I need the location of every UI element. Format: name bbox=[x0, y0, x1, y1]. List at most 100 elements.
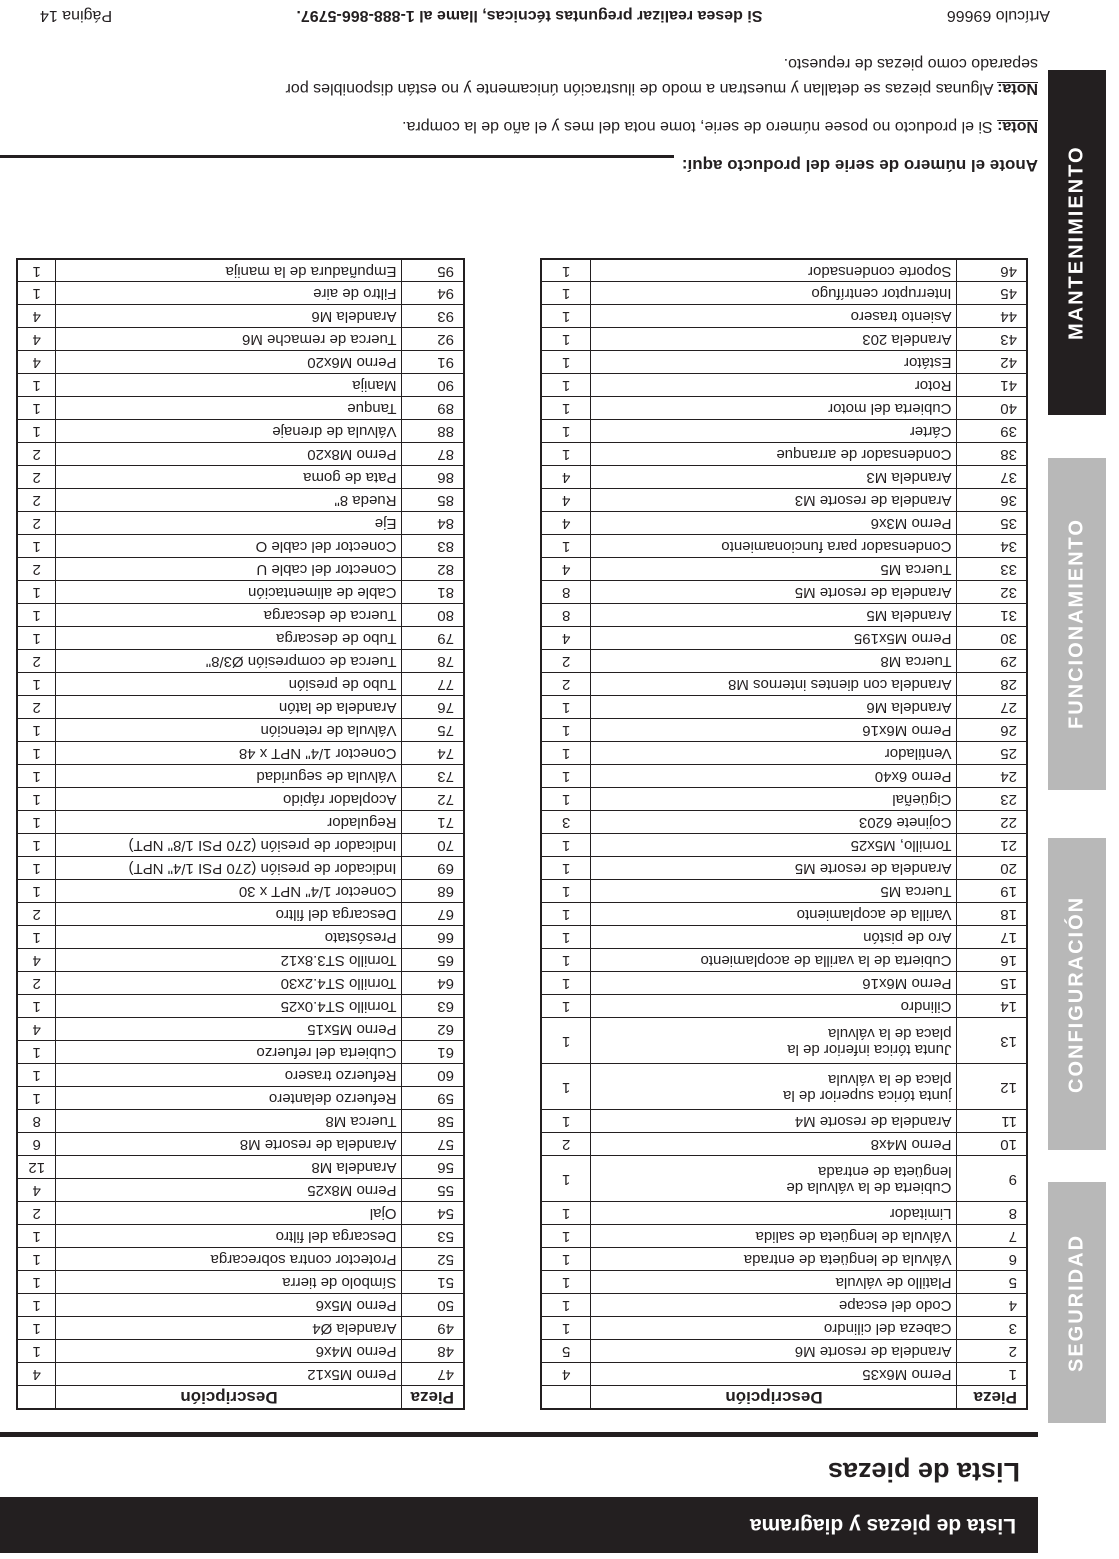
part-quantity: 1 bbox=[17, 1271, 56, 1294]
table-row: 64 Tornillo ST4.2x30 2 bbox=[17, 972, 464, 995]
part-quantity: 1 bbox=[541, 719, 591, 742]
part-quantity: 1 bbox=[17, 880, 56, 903]
part-quantity: 1 bbox=[17, 420, 56, 443]
table-row: 55 Perno M8x25 4 bbox=[17, 1179, 464, 1202]
part-number: 7 bbox=[957, 1225, 1027, 1248]
part-quantity: 1 bbox=[17, 397, 56, 420]
header-bar: Lista de piezas y diagrama bbox=[0, 1497, 1038, 1553]
part-number: 29 bbox=[957, 650, 1027, 673]
part-quantity: 1 bbox=[541, 903, 591, 926]
footer: Artículo 69666 Si desea realizar pregunt… bbox=[40, 6, 1050, 24]
table-row: 20 Arandela de resorte M5 1 bbox=[541, 857, 1027, 880]
part-number: 72 bbox=[402, 788, 464, 811]
part-number: 73 bbox=[402, 765, 464, 788]
part-description: Arandela de resorte M3 bbox=[591, 489, 957, 512]
part-quantity: 1 bbox=[541, 282, 591, 305]
part-number: 46 bbox=[957, 259, 1027, 282]
part-number: 9 bbox=[957, 1156, 1027, 1202]
part-quantity: 1 bbox=[541, 259, 591, 282]
table-row: 47 Perno M5x12 4 bbox=[17, 1363, 464, 1386]
part-number: 19 bbox=[957, 880, 1027, 903]
part-quantity: 1 bbox=[541, 949, 591, 972]
table-row: 6 Válvula de lengüeta de entrada 1 bbox=[541, 1248, 1027, 1271]
table-row: 5 Platillo de válvula 1 bbox=[541, 1271, 1027, 1294]
column-header-desc: Descripción bbox=[56, 1386, 402, 1409]
table-row: 93 Arandela M6 4 bbox=[17, 305, 464, 328]
part-number: 94 bbox=[402, 282, 464, 305]
note-text: Algunas piezas se detallan y muestran a … bbox=[285, 55, 1038, 97]
part-description: Tornillo, M5x25 bbox=[591, 834, 957, 857]
table-row: 16 Cubierta de la varilla de acoplamiento… bbox=[541, 949, 1027, 972]
table-row: 80 Tuerca de descarga 1 bbox=[17, 604, 464, 627]
part-quantity: 2 bbox=[17, 558, 56, 581]
part-description: Cable de alimentación bbox=[56, 581, 402, 604]
part-number: 95 bbox=[402, 259, 464, 282]
table-row: 24 Perno 6x40 1 bbox=[541, 765, 1027, 788]
part-description: Perno M8x20 bbox=[56, 443, 402, 466]
part-quantity: 4 bbox=[541, 627, 591, 650]
part-number: 79 bbox=[402, 627, 464, 650]
column-header-pieza: Pieza bbox=[402, 1386, 464, 1409]
part-number: 54 bbox=[402, 1202, 464, 1225]
part-description: Perno M8x25 bbox=[56, 1179, 402, 1202]
part-quantity: 1 bbox=[541, 1018, 591, 1064]
part-quantity: 4 bbox=[541, 489, 591, 512]
part-number: 78 bbox=[402, 650, 464, 673]
note-parts: Nota: Algunas piezas se detallan y muest… bbox=[60, 50, 1038, 100]
part-quantity: 4 bbox=[17, 1363, 56, 1386]
table-row: 74 Conector 1/4" NPT x 48 1 bbox=[17, 742, 464, 765]
part-number: 70 bbox=[402, 834, 464, 857]
part-description: Arandela M6 bbox=[591, 696, 957, 719]
part-number: 59 bbox=[402, 1087, 464, 1110]
part-description: Ventilador bbox=[591, 742, 957, 765]
part-quantity: 1 bbox=[541, 696, 591, 719]
part-description: Indicador de presión (270 PSI 1/8" NPT) bbox=[56, 834, 402, 857]
part-number: 18 bbox=[957, 903, 1027, 926]
part-description: Cubierta del refuerzo bbox=[56, 1041, 402, 1064]
part-quantity: 1 bbox=[17, 719, 56, 742]
part-quantity: 1 bbox=[541, 742, 591, 765]
part-description: Tornillo ST3.8x12 bbox=[56, 949, 402, 972]
part-quantity: 3 bbox=[541, 811, 591, 834]
part-number: 21 bbox=[957, 834, 1027, 857]
table-row: 9 Cubierta de la válvula de lengüeta de e… bbox=[541, 1156, 1027, 1202]
table-row: 90 Manija 1 bbox=[17, 374, 464, 397]
part-description: Conector del cable O bbox=[56, 535, 402, 558]
part-description: Arandela de latón bbox=[56, 696, 402, 719]
part-quantity: 1 bbox=[17, 259, 56, 282]
column-header-pieza: Pieza bbox=[957, 1386, 1027, 1409]
part-description: Estátor bbox=[591, 351, 957, 374]
part-number: 67 bbox=[402, 903, 464, 926]
part-description: Símbolo de tierra bbox=[56, 1271, 402, 1294]
table-row: 77 Tubo de presión 1 bbox=[17, 673, 464, 696]
part-number: 42 bbox=[957, 351, 1027, 374]
part-quantity: 2 bbox=[17, 696, 56, 719]
serial-number-line bbox=[0, 155, 674, 171]
part-number: 53 bbox=[402, 1225, 464, 1248]
note-label: Nota: bbox=[997, 80, 1038, 97]
part-number: 80 bbox=[402, 604, 464, 627]
part-description: Cigüeñal bbox=[591, 788, 957, 811]
part-quantity: 1 bbox=[17, 1064, 56, 1087]
table-row: 10 Perno M4x8 2 bbox=[541, 1133, 1027, 1156]
table-row: 46 Soporte condensador 1 bbox=[541, 259, 1027, 282]
part-number: 38 bbox=[957, 443, 1027, 466]
part-description: Perno M3x6 bbox=[591, 512, 957, 535]
part-description: Tuerca M8 bbox=[591, 650, 957, 673]
part-quantity: 2 bbox=[17, 466, 56, 489]
part-description: Perno M6x16 bbox=[591, 719, 957, 742]
table-row: 12 junta tórica superior de la placa de l… bbox=[541, 1064, 1027, 1110]
part-number: 11 bbox=[957, 1110, 1027, 1133]
part-number: 60 bbox=[402, 1064, 464, 1087]
part-quantity: 1 bbox=[17, 788, 56, 811]
part-description: Tuerca de compresión Ø3/8" bbox=[56, 650, 402, 673]
part-number: 49 bbox=[402, 1317, 464, 1340]
part-description: Cabeza del cilindro bbox=[591, 1317, 957, 1340]
note-serial: Nota: Si el producto no posee número de … bbox=[60, 113, 1038, 138]
part-description: Limitador bbox=[591, 1202, 957, 1225]
table-header-row: Pieza Descripción bbox=[17, 1386, 464, 1409]
part-quantity: 12 bbox=[17, 1156, 56, 1179]
table-row: 94 Filtro de aire 1 bbox=[17, 282, 464, 305]
part-number: 71 bbox=[402, 811, 464, 834]
part-quantity: 1 bbox=[17, 374, 56, 397]
